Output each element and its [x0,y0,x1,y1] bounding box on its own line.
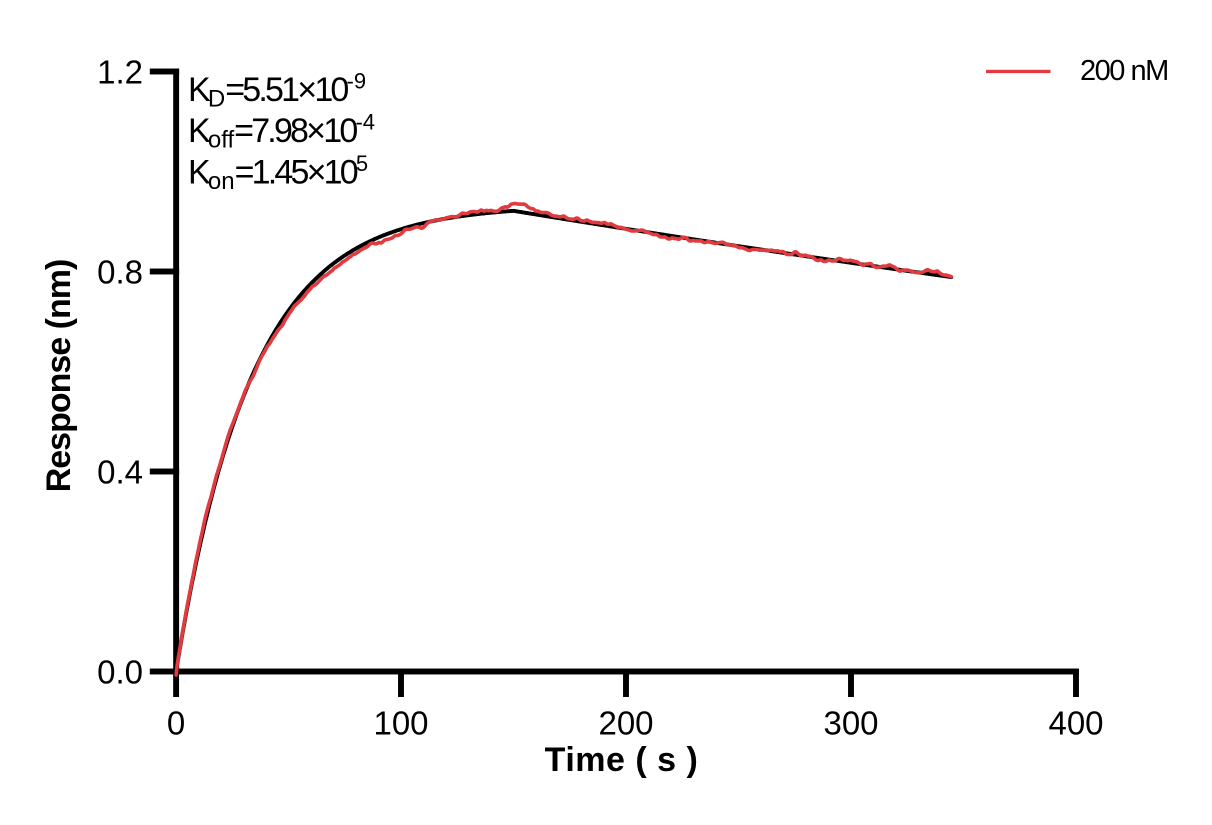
svg-text:0: 0 [167,705,185,742]
svg-text:KD=5.51×10-9: KD=5.51×10-9 [188,68,366,112]
svg-text:0.4: 0.4 [97,453,143,490]
svg-text:200: 200 [598,705,653,742]
svg-text:200 nM: 200 nM [1080,55,1168,87]
svg-text:Response (nm): Response (nm) [40,260,78,493]
svg-text:0.0: 0.0 [97,653,143,690]
svg-text:1.2: 1.2 [97,53,143,90]
svg-text:100: 100 [373,705,428,742]
svg-text:Time ( s ): Time ( s ) [545,741,699,779]
svg-text:400: 400 [1048,705,1103,742]
svg-text:0.8: 0.8 [97,253,143,290]
svg-text:300: 300 [823,705,878,742]
svg-text:Kon=1.45×105: Kon=1.45×105 [188,151,368,195]
